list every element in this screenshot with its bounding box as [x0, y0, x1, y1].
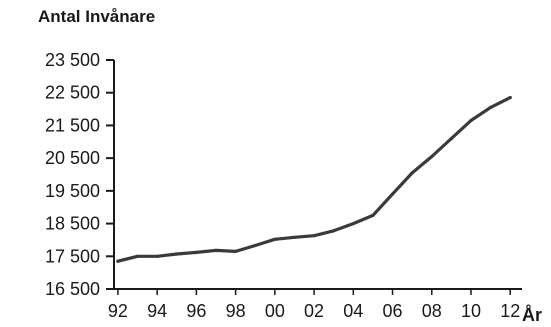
data-point	[175, 252, 179, 256]
data-point	[116, 259, 120, 263]
x-axis-label: År	[522, 305, 542, 325]
data-point	[194, 250, 198, 254]
x-tick-label: 10	[461, 301, 481, 321]
x-tick-label: 04	[343, 301, 363, 321]
chart-title: Antal Invånare	[38, 7, 155, 26]
x-tick-label: 00	[265, 301, 285, 321]
y-axis-ticks: 16 500 17 500 18 500 19 500 20 500 21 500 22 5…	[45, 50, 114, 299]
x-tick-label: 94	[147, 301, 167, 321]
y-tick-label: 20 500	[45, 148, 100, 168]
data-point	[273, 237, 277, 241]
data-point	[469, 118, 473, 123]
data-point	[371, 213, 375, 217]
data-point	[214, 248, 218, 252]
x-tick-label: 98	[226, 301, 246, 321]
data-point	[155, 254, 159, 258]
data-point	[234, 249, 238, 253]
data-point	[430, 154, 434, 159]
y-tick-label: 22 500	[45, 83, 100, 103]
y-tick-label: 18 500	[45, 214, 100, 234]
y-tick-label: 23 500	[45, 50, 100, 70]
data-point	[312, 234, 316, 238]
data-point	[253, 243, 257, 248]
data-point	[489, 105, 493, 109]
y-tick-label: 21 500	[45, 115, 100, 135]
data-point	[449, 136, 453, 141]
data-point	[351, 222, 355, 226]
x-tick-label: 12	[500, 301, 520, 321]
x-tick-label: 92	[108, 301, 128, 321]
data-point	[332, 229, 336, 233]
x-tick-label: 08	[422, 301, 442, 321]
x-tick-label: 02	[304, 301, 324, 321]
data-point	[410, 171, 414, 175]
data-point	[508, 96, 512, 100]
y-tick-label: 17 500	[45, 246, 100, 266]
axes	[113, 60, 522, 290]
data-point	[390, 192, 395, 196]
data-point	[292, 235, 297, 239]
series-layer	[116, 95, 512, 263]
x-tick-label: 06	[383, 301, 403, 321]
x-axis-ticks: 92 94 96 98 00 02 04 06 08 10 12	[108, 289, 520, 321]
y-tick-label: 19 500	[45, 181, 100, 201]
y-tick-label: 16 500	[45, 279, 100, 299]
x-tick-label: 96	[186, 301, 206, 321]
data-point	[135, 254, 140, 258]
